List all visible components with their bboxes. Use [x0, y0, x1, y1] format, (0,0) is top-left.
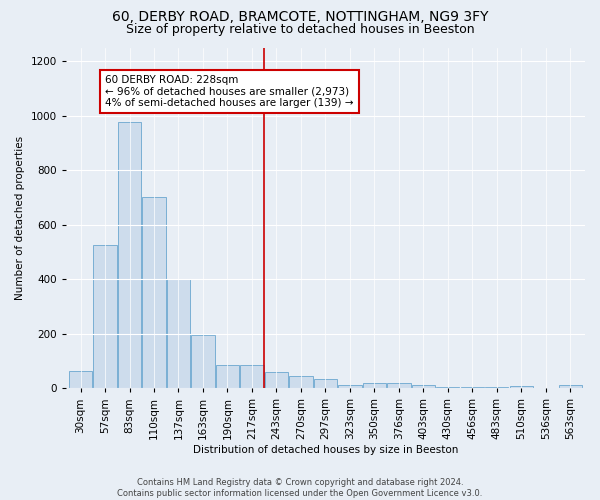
Bar: [191, 335, 215, 388]
Bar: [461, 387, 484, 388]
Bar: [94, 245, 116, 388]
Bar: [436, 387, 460, 388]
Bar: [216, 365, 239, 388]
Text: Contains HM Land Registry data © Crown copyright and database right 2024.
Contai: Contains HM Land Registry data © Crown c…: [118, 478, 482, 498]
Bar: [412, 385, 435, 388]
Bar: [142, 198, 166, 388]
Bar: [118, 122, 141, 388]
Bar: [485, 387, 508, 388]
Text: Size of property relative to detached houses in Beeston: Size of property relative to detached ho…: [125, 22, 475, 36]
Text: 60 DERBY ROAD: 228sqm
← 96% of detached houses are smaller (2,973)
4% of semi-de: 60 DERBY ROAD: 228sqm ← 96% of detached …: [105, 75, 353, 108]
Bar: [559, 385, 582, 388]
Bar: [265, 372, 288, 388]
Bar: [363, 384, 386, 388]
Bar: [509, 386, 533, 388]
Bar: [338, 385, 362, 388]
Bar: [289, 376, 313, 388]
Bar: [167, 279, 190, 388]
Bar: [69, 370, 92, 388]
Y-axis label: Number of detached properties: Number of detached properties: [15, 136, 25, 300]
Bar: [241, 365, 263, 388]
X-axis label: Distribution of detached houses by size in Beeston: Distribution of detached houses by size …: [193, 445, 458, 455]
Bar: [314, 378, 337, 388]
Text: 60, DERBY ROAD, BRAMCOTE, NOTTINGHAM, NG9 3FY: 60, DERBY ROAD, BRAMCOTE, NOTTINGHAM, NG…: [112, 10, 488, 24]
Bar: [387, 384, 410, 388]
